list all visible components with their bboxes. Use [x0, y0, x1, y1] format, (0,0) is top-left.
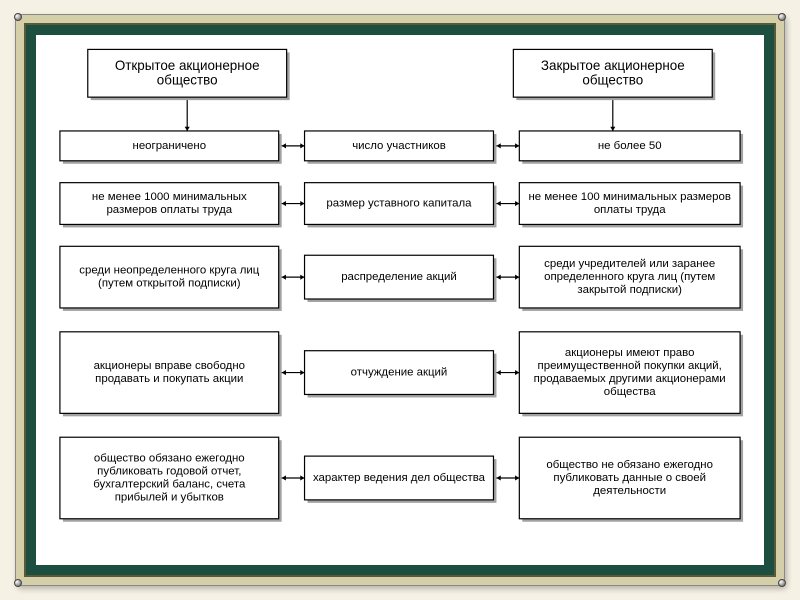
diagram-paper: Открытое акционерноеобществоЗакрытое акц…	[36, 35, 764, 565]
left-label-0: неограничено	[133, 140, 207, 152]
mid-label-1: размер уставного капитала	[326, 198, 472, 210]
comparison-diagram: Открытое акционерноеобществоЗакрытое акц…	[46, 43, 754, 557]
board-frame: Открытое акционерноеобществоЗакрытое акц…	[15, 14, 785, 586]
chalkboard: Открытое акционерноеобществоЗакрытое акц…	[24, 23, 776, 577]
left-label-1: не менее 1000 минимальныхразмеров оплаты…	[92, 191, 247, 216]
mid-label-2: распределение акций	[341, 271, 457, 283]
mid-label-4: характер ведения дел общества	[313, 472, 486, 484]
left-label-4: общество обязано ежегоднопубликовать год…	[93, 453, 246, 504]
left-label-3: акционеры вправе свободнопродавать и пок…	[94, 360, 245, 385]
left-label-2: среди неопределенного круга лиц(путем от…	[79, 265, 260, 290]
mid-label-3: отчуждение акций	[351, 367, 448, 379]
right-label-0: не более 50	[598, 140, 662, 152]
mid-label-0: число участников	[352, 140, 446, 152]
